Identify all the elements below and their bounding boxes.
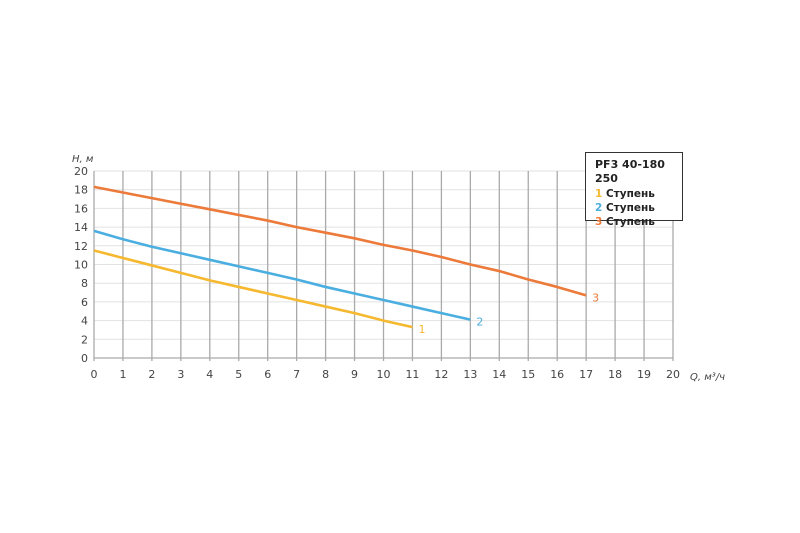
legend: PF3 40-180 250 1 Ступень 2 Ступень 3 Сту… (585, 152, 683, 228)
legend-title: PF3 40-180 250 (595, 158, 665, 185)
y-tick-label: 2 (81, 333, 88, 346)
series-end-label-2: 2 (476, 316, 483, 329)
x-tick-label: 2 (148, 368, 155, 381)
x-tick-label: 10 (377, 368, 391, 381)
legend-item-3: 3 Ступень (595, 215, 682, 229)
legend-label: Ступень (605, 188, 655, 200)
x-tick-label: 13 (463, 368, 477, 381)
y-tick-label: 12 (74, 240, 88, 253)
x-tick-label: 20 (666, 368, 680, 381)
legend-label: Ступень (605, 202, 655, 214)
y-tick-label: 4 (81, 315, 88, 328)
y-axis-label: H, м (72, 154, 94, 165)
legend-item-1: 1 Ступень (595, 187, 682, 201)
x-tick-label: 11 (405, 368, 419, 381)
legend-item-2: 2 Ступень (595, 201, 682, 215)
y-tick-label: 6 (81, 296, 88, 309)
series-end-label-3: 3 (592, 291, 599, 304)
y-tick-label: 20 (74, 165, 88, 178)
x-tick-label: 3 (177, 368, 184, 381)
x-tick-label: 1 (119, 368, 126, 381)
x-tick-label: 17 (579, 368, 593, 381)
legend-number: 2 (595, 202, 603, 214)
series-line-2 (93, 229, 471, 321)
x-tick-label: 6 (264, 368, 271, 381)
x-tick-label: 18 (608, 368, 622, 381)
legend-number: 1 (595, 188, 603, 200)
x-tick-label: 9 (351, 368, 358, 381)
y-tick-label: 16 (74, 202, 88, 215)
x-tick-label: 4 (206, 368, 213, 381)
x-tick-label: 5 (235, 368, 242, 381)
series-end-label-1: 1 (418, 323, 425, 336)
x-tick-label: 14 (492, 368, 506, 381)
x-tick-label: 8 (322, 368, 329, 381)
x-tick-label: 7 (293, 368, 300, 381)
legend-label: Ступень (605, 216, 655, 228)
series-line-1 (93, 249, 413, 329)
x-tick-label: 15 (521, 368, 535, 381)
x-tick-label: 0 (91, 368, 98, 381)
x-tick-label: 12 (434, 368, 448, 381)
y-tick-label: 10 (74, 259, 88, 272)
series-line-3 (93, 185, 587, 297)
y-tick-label: 14 (74, 221, 88, 234)
x-tick-label: 16 (550, 368, 564, 381)
y-tick-label: 18 (74, 184, 88, 197)
x-tick-label: 19 (637, 368, 651, 381)
x-axis-label: Q, м³/ч (690, 372, 725, 383)
legend-number: 3 (595, 216, 603, 228)
y-tick-label: 0 (81, 352, 88, 365)
y-tick-label: 8 (81, 277, 88, 290)
